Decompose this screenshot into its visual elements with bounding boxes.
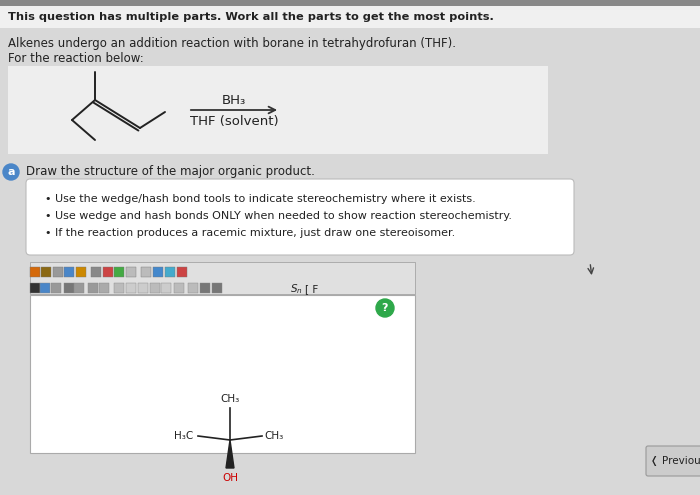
FancyBboxPatch shape <box>160 283 171 293</box>
FancyBboxPatch shape <box>153 266 162 277</box>
FancyBboxPatch shape <box>30 295 415 453</box>
Text: • Use the wedge/hash bond tools to indicate stereochemistry where it exists.: • Use the wedge/hash bond tools to indic… <box>45 194 476 204</box>
Text: For the reaction below:: For the reaction below: <box>8 51 143 64</box>
FancyBboxPatch shape <box>150 283 160 293</box>
Text: Draw the structure of the major organic product.: Draw the structure of the major organic … <box>26 165 315 179</box>
FancyBboxPatch shape <box>39 283 50 293</box>
Text: This question has multiple parts. Work all the parts to get the most points.: This question has multiple parts. Work a… <box>8 12 494 22</box>
FancyBboxPatch shape <box>0 6 700 28</box>
FancyBboxPatch shape <box>26 179 574 255</box>
FancyBboxPatch shape <box>125 266 136 277</box>
Circle shape <box>3 164 19 180</box>
Text: H₃C: H₃C <box>174 431 194 441</box>
FancyBboxPatch shape <box>188 283 197 293</box>
Text: CH₃: CH₃ <box>265 431 284 441</box>
FancyBboxPatch shape <box>125 283 136 293</box>
FancyBboxPatch shape <box>174 283 183 293</box>
Text: OH: OH <box>222 473 238 483</box>
FancyBboxPatch shape <box>113 283 123 293</box>
Text: • If the reaction produces a racemic mixture, just draw one stereoisomer.: • If the reaction produces a racemic mix… <box>45 228 455 238</box>
FancyBboxPatch shape <box>102 266 113 277</box>
FancyBboxPatch shape <box>211 283 221 293</box>
Text: ?: ? <box>382 303 388 313</box>
FancyBboxPatch shape <box>76 266 85 277</box>
Text: ❬ Previou: ❬ Previou <box>650 456 700 466</box>
FancyBboxPatch shape <box>99 283 108 293</box>
Text: CH₃: CH₃ <box>220 394 239 404</box>
FancyBboxPatch shape <box>0 0 700 6</box>
FancyBboxPatch shape <box>141 266 150 277</box>
Text: [ F: [ F <box>305 284 318 294</box>
FancyBboxPatch shape <box>88 283 97 293</box>
FancyBboxPatch shape <box>199 283 209 293</box>
Text: Alkenes undergo an addition reaction with borane in tetrahydrofuran (THF).: Alkenes undergo an addition reaction wit… <box>8 38 456 50</box>
FancyBboxPatch shape <box>137 283 148 293</box>
Polygon shape <box>226 440 234 468</box>
FancyBboxPatch shape <box>64 283 74 293</box>
FancyBboxPatch shape <box>29 283 39 293</box>
FancyBboxPatch shape <box>52 266 62 277</box>
FancyBboxPatch shape <box>8 66 548 154</box>
Text: • Use wedge and hash bonds ONLY when needed to show reaction stereochemistry.: • Use wedge and hash bonds ONLY when nee… <box>45 211 512 221</box>
FancyBboxPatch shape <box>50 283 60 293</box>
FancyBboxPatch shape <box>113 266 123 277</box>
FancyBboxPatch shape <box>646 446 700 476</box>
Text: $S_n$: $S_n$ <box>290 282 302 296</box>
FancyBboxPatch shape <box>64 266 74 277</box>
Text: THF (solvent): THF (solvent) <box>190 114 279 128</box>
Circle shape <box>376 299 394 317</box>
FancyBboxPatch shape <box>30 262 415 294</box>
FancyBboxPatch shape <box>74 283 83 293</box>
FancyBboxPatch shape <box>176 266 186 277</box>
FancyBboxPatch shape <box>164 266 174 277</box>
FancyBboxPatch shape <box>41 266 50 277</box>
FancyBboxPatch shape <box>0 28 700 495</box>
FancyBboxPatch shape <box>29 266 39 277</box>
Text: a: a <box>7 167 15 177</box>
FancyBboxPatch shape <box>90 266 101 277</box>
Text: BH₃: BH₃ <box>222 94 246 106</box>
